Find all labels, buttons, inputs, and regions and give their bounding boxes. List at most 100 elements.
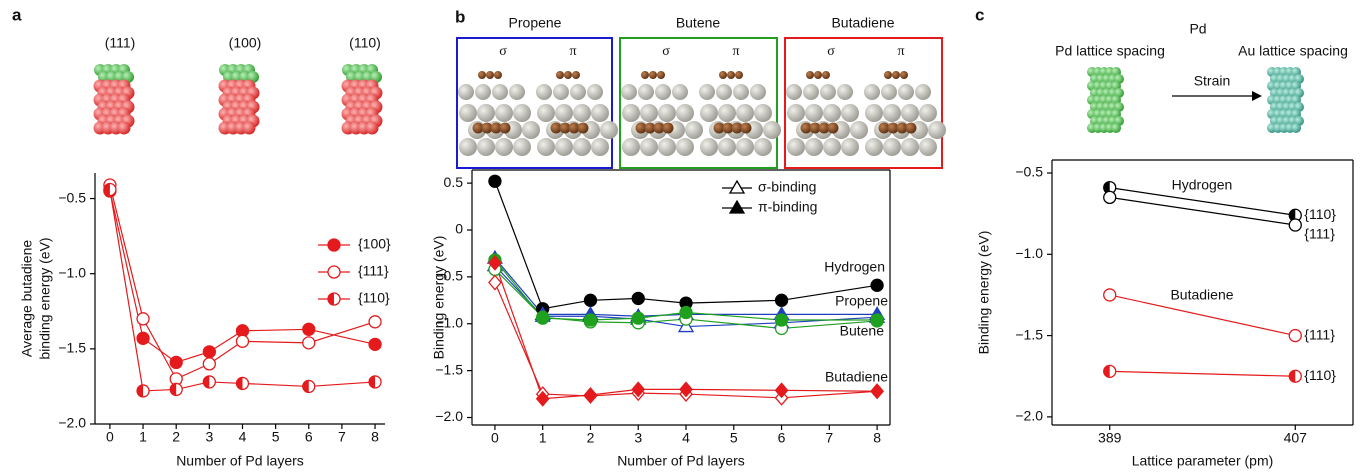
- atom: [865, 138, 883, 156]
- marker-shape: [1104, 289, 1116, 301]
- x-tick-label: 3: [205, 429, 213, 445]
- mode-label: σ: [662, 44, 670, 59]
- x-tick-label: 1: [539, 430, 547, 446]
- marker-shape: [303, 323, 315, 335]
- molecule-label: Butene: [676, 15, 721, 31]
- data-point: [1289, 219, 1301, 231]
- atom: [850, 121, 868, 139]
- mode-label: σ: [827, 44, 835, 59]
- marker-shape: [584, 314, 596, 326]
- header: Pd: [1189, 21, 1206, 37]
- legend-item: σ-binding: [722, 179, 816, 195]
- atom: [655, 84, 671, 100]
- atom: [570, 84, 586, 100]
- marker-shape: [369, 338, 381, 350]
- atom: [1291, 123, 1301, 133]
- marker-shape: [328, 239, 340, 251]
- atom: [640, 138, 658, 156]
- atom: [805, 138, 823, 156]
- legend-label: {110}: [358, 290, 390, 306]
- mode-label: σ: [499, 44, 507, 59]
- atom: [805, 104, 823, 122]
- atom: [716, 84, 732, 100]
- atom: [763, 121, 781, 139]
- atom: [672, 84, 688, 100]
- atom: [555, 104, 573, 122]
- data-point: [680, 307, 692, 319]
- data-point: [776, 314, 788, 326]
- x-tick-label: 3: [634, 430, 642, 446]
- group-annotation: Butadiene: [1170, 287, 1233, 303]
- atom: [622, 138, 640, 156]
- atom: [663, 123, 674, 134]
- atom: [787, 138, 805, 156]
- atom: [841, 138, 859, 156]
- data-point: [632, 312, 644, 324]
- series-line: [110, 190, 375, 391]
- series-annotation: Propene: [835, 293, 888, 309]
- atom: [736, 138, 754, 156]
- atom: [822, 71, 830, 79]
- data-point: [369, 316, 381, 328]
- from-label: Pd lattice spacing: [1055, 43, 1165, 59]
- atom: [865, 104, 883, 122]
- x-axis-label: Number of Pd layers: [617, 453, 745, 469]
- x-tick-label: 4: [682, 430, 690, 446]
- data-point: [203, 346, 215, 358]
- x-tick-label: 7: [338, 429, 346, 445]
- marker-shape: [632, 312, 644, 324]
- atom: [828, 123, 839, 134]
- data-point: [236, 377, 248, 389]
- marker-shape: [137, 313, 149, 325]
- y-tick-label: −1.5: [58, 340, 86, 356]
- atom: [638, 84, 654, 100]
- marker-shape: [203, 358, 215, 370]
- atom: [573, 104, 591, 122]
- atom: [509, 84, 525, 100]
- arrow-label: Strain: [1194, 73, 1231, 89]
- x-tick-label: 8: [873, 430, 881, 446]
- series-line: [1110, 371, 1296, 376]
- atom: [658, 104, 676, 122]
- data-point: [584, 294, 596, 306]
- atom: [458, 84, 474, 100]
- atom: [537, 138, 555, 156]
- atom: [578, 123, 589, 134]
- atom: [556, 71, 564, 79]
- atom: [495, 138, 513, 156]
- atom: [928, 121, 946, 139]
- series-line: [495, 181, 877, 309]
- atom: [676, 138, 694, 156]
- atom: [892, 71, 900, 79]
- atom: [495, 104, 513, 122]
- mode-label: π: [732, 44, 739, 59]
- atom: [685, 121, 703, 139]
- atom: [477, 104, 495, 122]
- x-tick-label: 2: [172, 429, 180, 445]
- x-tick-label: 5: [272, 429, 280, 445]
- marker-shape: [203, 346, 215, 358]
- y-tick-label: −1.5: [1015, 326, 1043, 342]
- data-point: [170, 356, 182, 368]
- series-label: {110}: [1304, 206, 1336, 222]
- group-annotation: Hydrogen: [1172, 177, 1233, 193]
- atom: [243, 122, 256, 135]
- mode-label: π: [897, 44, 904, 59]
- data-point: [584, 388, 596, 402]
- y-axis-label: Average butadiene: [19, 240, 35, 357]
- atom: [754, 138, 772, 156]
- marker-shape: [871, 384, 883, 398]
- marker-shape: [730, 201, 744, 213]
- atom: [600, 121, 618, 139]
- data-point: [584, 314, 596, 326]
- atom: [814, 71, 822, 79]
- atom: [884, 71, 892, 79]
- atom: [699, 84, 715, 100]
- legend-item: π-binding: [722, 199, 817, 215]
- panel-label: b: [455, 7, 465, 26]
- atom: [750, 84, 766, 100]
- y-tick-label: −0.5: [58, 189, 86, 205]
- x-tick-label: 6: [305, 429, 313, 445]
- atom: [898, 84, 914, 100]
- atom: [513, 104, 531, 122]
